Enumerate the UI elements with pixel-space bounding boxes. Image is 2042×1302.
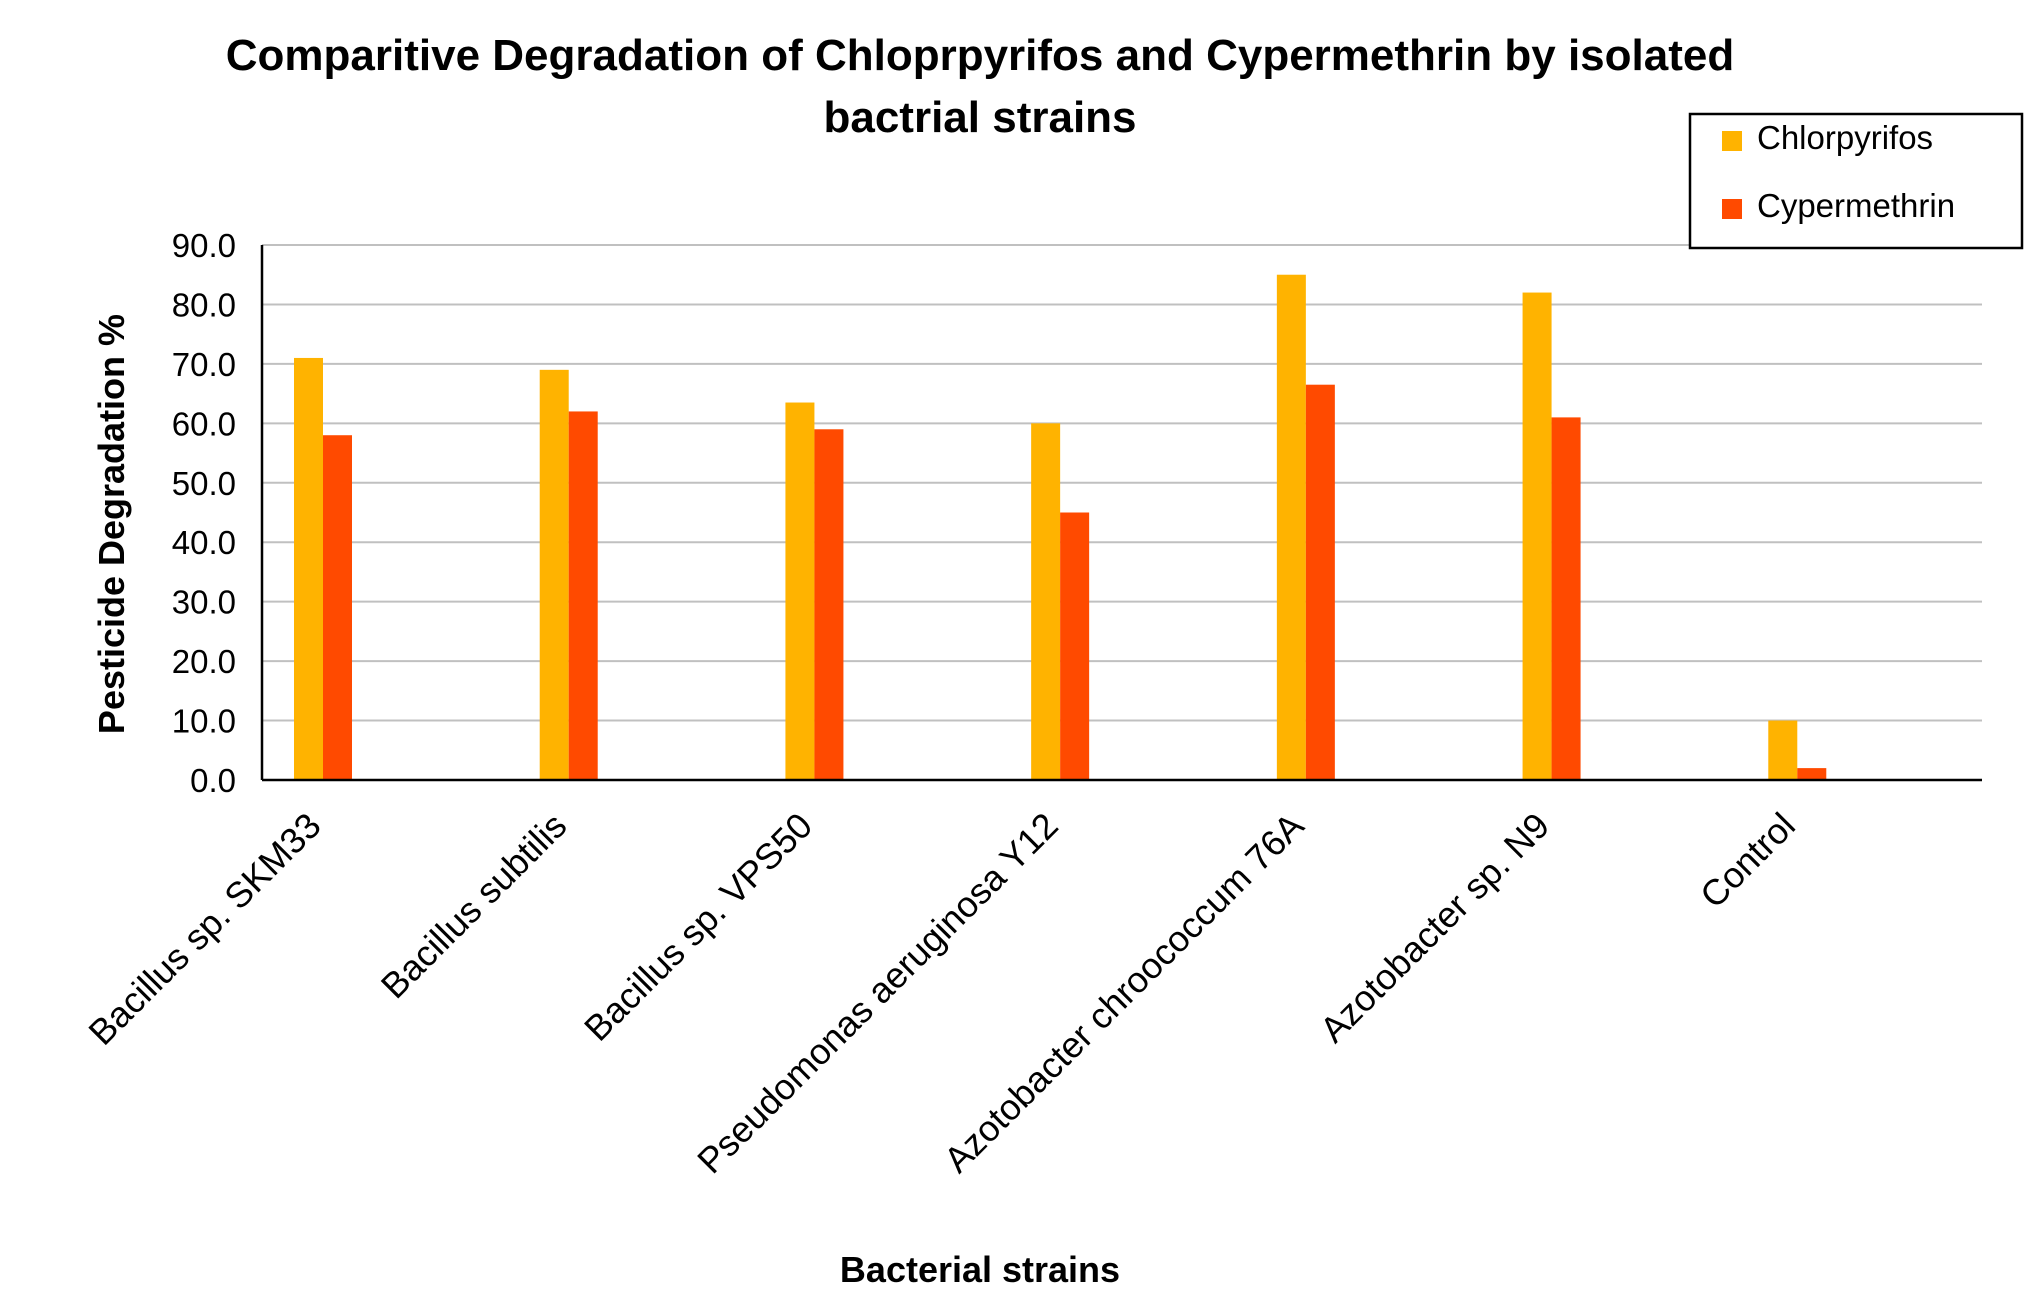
y-tick-label: 10.0: [172, 703, 236, 740]
legend: Chlorpyrifos Cypermethrin: [1688, 112, 2024, 250]
bar-cypermethrin-1: [568, 411, 598, 780]
bar-chlorpyrifos-2: [785, 402, 815, 780]
y-tick-label: 60.0: [172, 405, 236, 442]
y-tick-label: 20.0: [172, 643, 236, 680]
bar-cypermethrin-3: [1060, 512, 1090, 780]
y-axis-tick-labels: 0.0 10.0 20.0 30.0 40.0 50.0 60.0 70.0 80.0 90.0: [172, 227, 236, 799]
bar-cypermethrin-2: [814, 429, 844, 780]
bars: [294, 274, 1827, 780]
y-axis-label: Pesticide Degradation %: [91, 314, 132, 734]
x-tick-label: Bacillus sp. SKM33: [80, 805, 328, 1053]
bar-cypermethrin-6: [1797, 768, 1827, 780]
chart-title: Comparitive Degradation of Chloprpyrifos…: [226, 31, 1734, 142]
bar-chlorpyrifos-1: [539, 369, 569, 780]
gridlines: [262, 244, 1982, 722]
bar-chlorpyrifos-4: [1276, 274, 1306, 780]
x-tick-label: Bacillus subtilis: [373, 805, 575, 1007]
y-tick-label: 40.0: [172, 524, 236, 561]
legend-frame: [1688, 112, 2024, 250]
y-tick-label: 0.0: [190, 762, 236, 799]
y-tick-label: 50.0: [172, 465, 236, 502]
y-tick-label: 30.0: [172, 584, 236, 621]
x-axis-tick-labels: Bacillus sp. SKM33 Bacillus subtilis Bacil…: [80, 805, 1803, 1182]
legend-label-cypermethrin: Cypermethrin: [1757, 187, 1955, 224]
x-tick-label: Control: [1692, 805, 1803, 916]
chart-title-line-2: bactrial strains: [823, 93, 1136, 142]
x-tick-label: Bacillus sp. VPS50: [576, 805, 820, 1049]
y-tick-label: 70.0: [172, 346, 236, 383]
y-tick-label: 90.0: [172, 227, 236, 264]
x-tick-label: Azotobacter sp. N9: [1312, 805, 1557, 1050]
axes: [260, 245, 1982, 782]
chart-title-line-1: Comparitive Degradation of Chloprpyrifos…: [226, 31, 1734, 80]
bar-chlorpyrifos-5: [1522, 292, 1552, 780]
x-axis-label: Bacterial strains: [840, 1249, 1120, 1290]
y-tick-label: 80.0: [172, 286, 236, 323]
bar-chlorpyrifos-3: [1031, 423, 1061, 780]
bar-chlorpyrifos-0: [294, 357, 323, 780]
bar-cypermethrin-0: [323, 435, 352, 780]
legend-swatch-cypermethrin: [1722, 199, 1742, 219]
bar-cypermethrin-4: [1305, 384, 1335, 780]
legend-label-chlorpyrifos: Chlorpyrifos: [1757, 119, 1933, 156]
bar-cypermethrin-5: [1551, 417, 1581, 780]
bar-chlorpyrifos-6: [1768, 720, 1798, 780]
legend-swatch-chlorpyrifos: [1722, 131, 1742, 151]
